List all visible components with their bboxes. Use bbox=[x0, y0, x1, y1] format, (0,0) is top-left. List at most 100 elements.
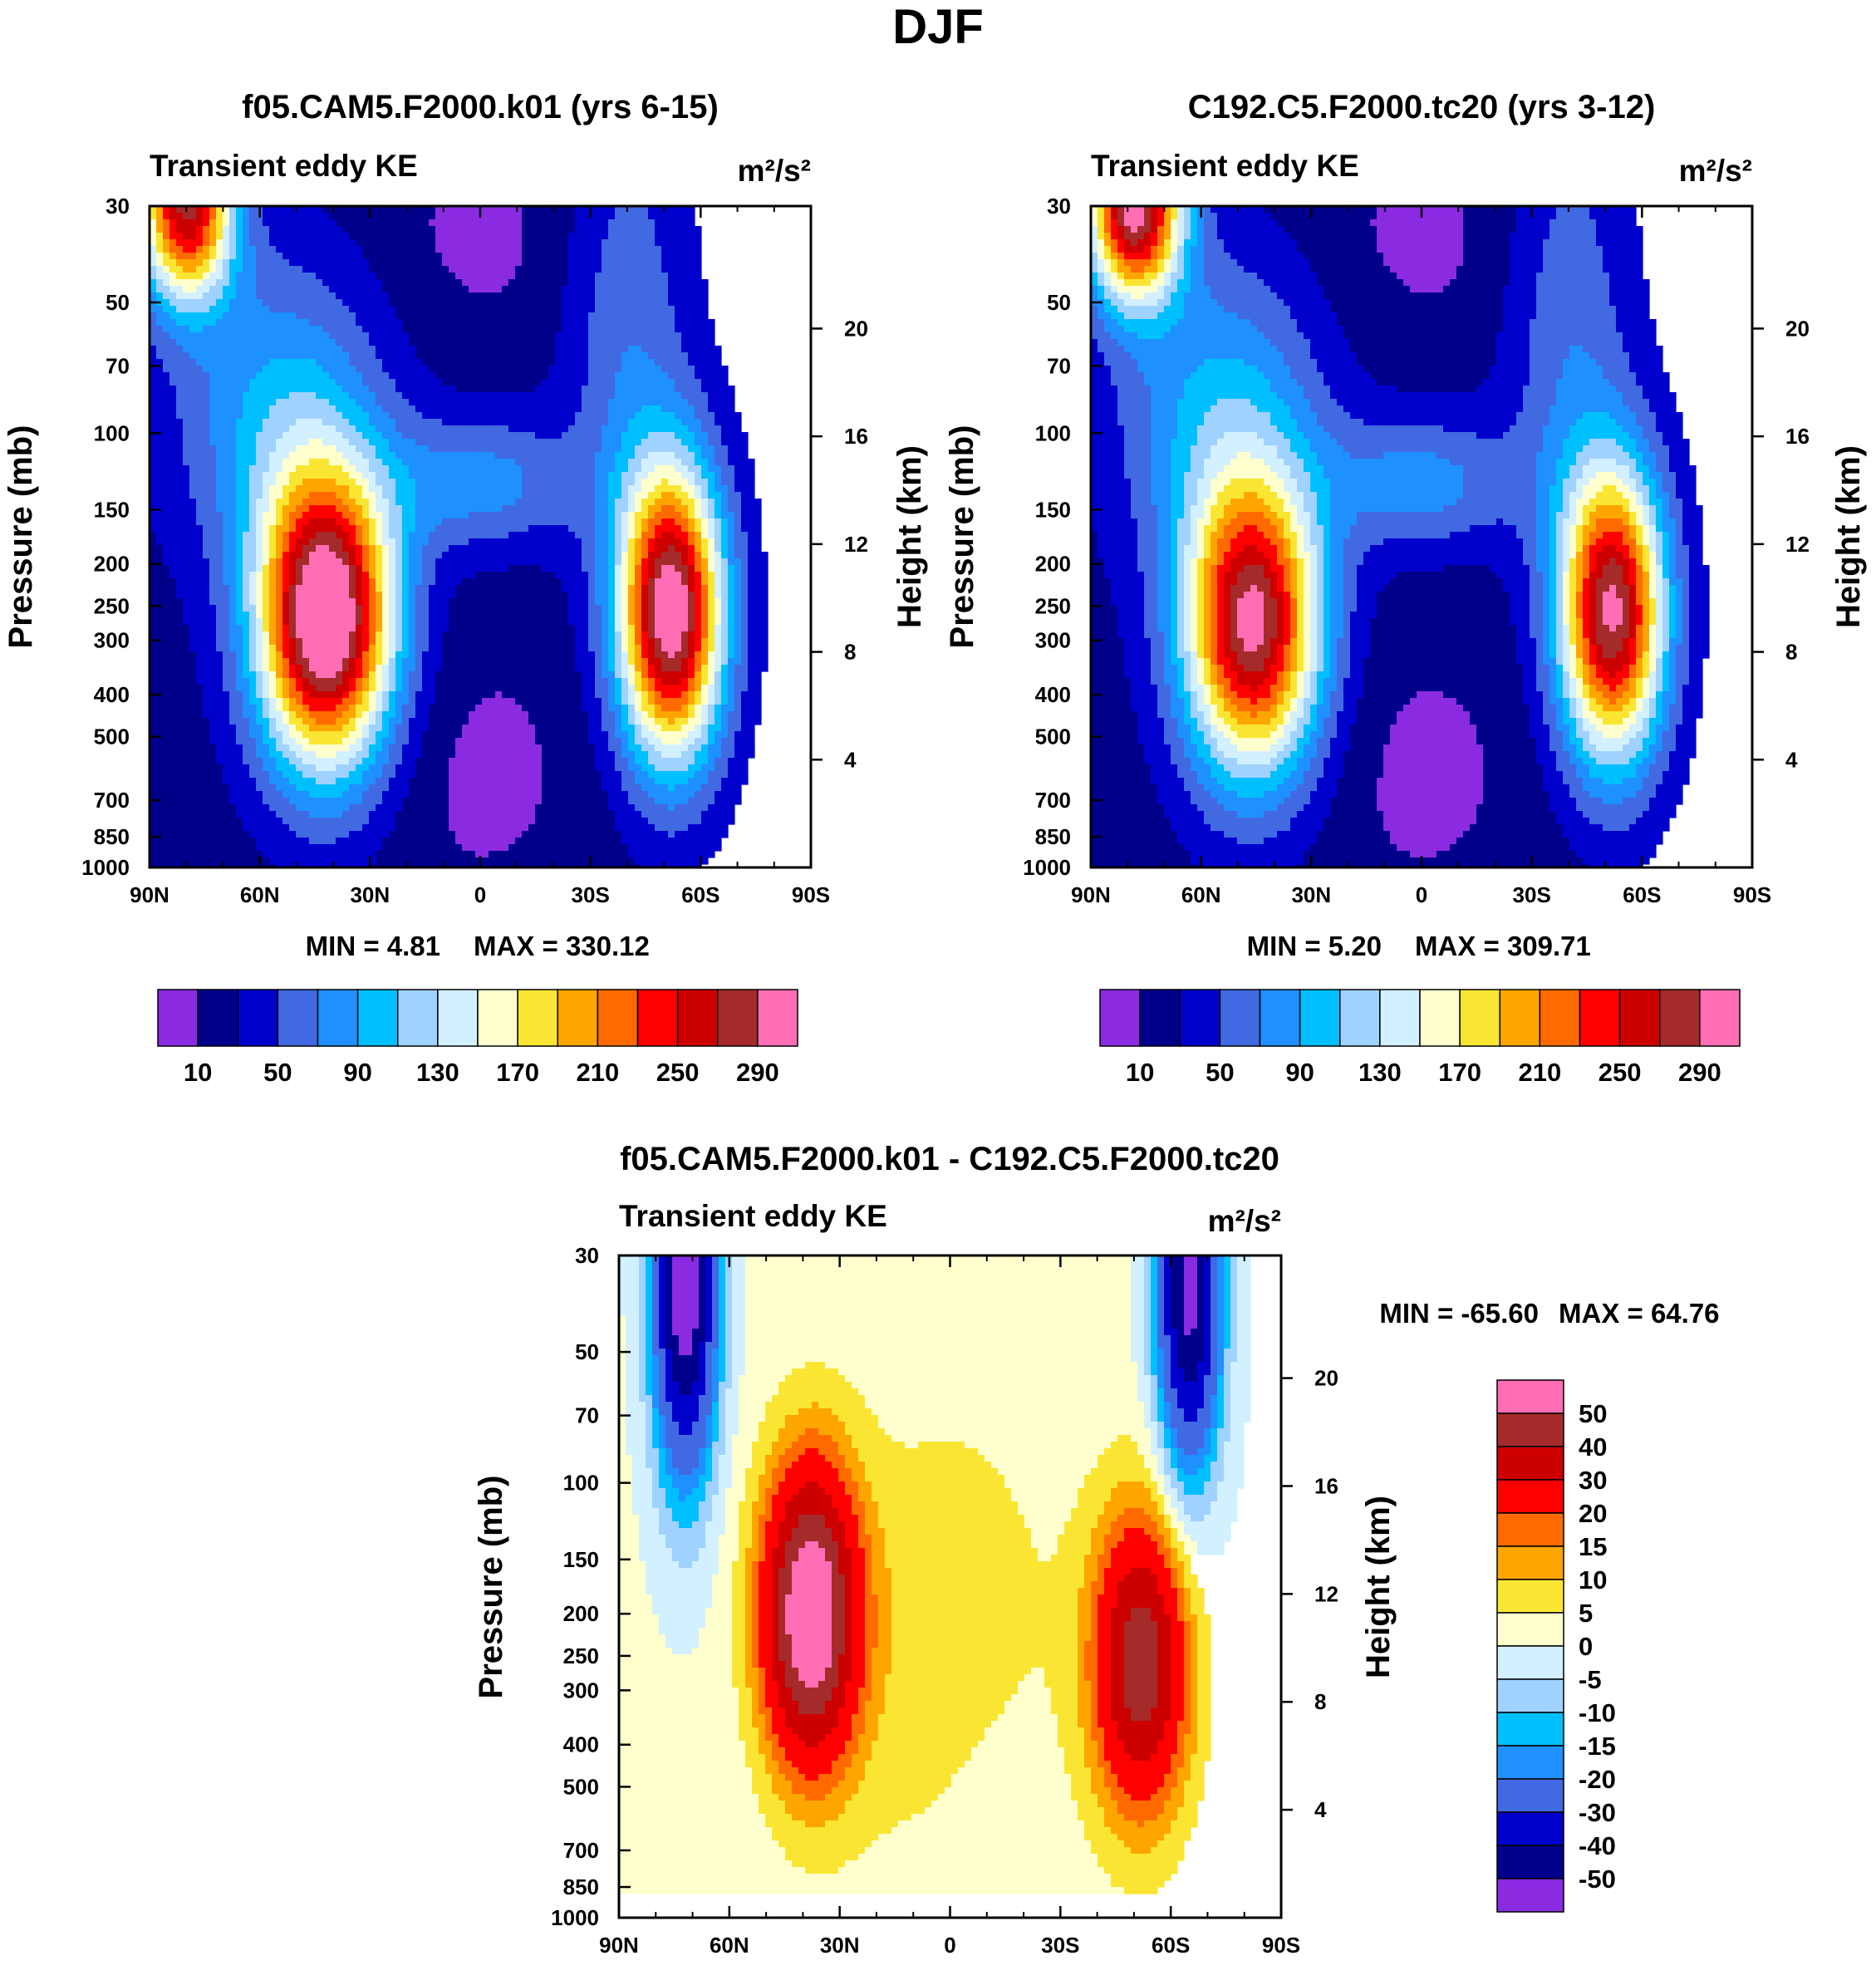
panel-1-field-cell bbox=[389, 439, 416, 446]
panel-2-field-cell bbox=[1543, 432, 1570, 440]
panel-1-field-cell bbox=[708, 751, 722, 759]
panel-2-field-cell bbox=[1237, 532, 1265, 539]
panel-2-field-cell bbox=[1290, 306, 1331, 313]
panel-1-field-cell bbox=[243, 226, 250, 233]
panel-2-field-cell bbox=[1184, 625, 1191, 632]
panel-1-field-cell bbox=[256, 838, 310, 845]
panel-1-field-cell bbox=[728, 565, 735, 572]
panel-1-field-cell bbox=[409, 691, 416, 699]
panel-1-field-cell bbox=[715, 631, 722, 639]
panel-2-field-cell bbox=[1191, 631, 1198, 639]
panel-2-field-cell bbox=[1596, 518, 1623, 526]
panel-2-field-cell bbox=[1669, 671, 1677, 679]
panel-1-field-cell bbox=[263, 366, 323, 373]
panel-1-field-cell bbox=[256, 572, 263, 579]
panel-2-field-cell bbox=[1297, 631, 1304, 639]
panel-1-field-cell bbox=[395, 492, 416, 499]
panel-2-field-cell bbox=[1104, 253, 1112, 260]
panel-1-field-cell bbox=[575, 412, 609, 420]
panel-2-field-cell bbox=[1117, 631, 1145, 639]
panel-2-field-cell bbox=[1662, 472, 1677, 479]
panel-1-field-cell bbox=[249, 585, 257, 592]
panel-2-field-cell bbox=[1337, 651, 1351, 659]
panel-2-field-cell bbox=[1649, 605, 1657, 612]
panel-1-field-cell bbox=[302, 552, 310, 559]
panel-1-field-cell bbox=[269, 465, 283, 473]
panel-1-field-cell bbox=[621, 512, 629, 519]
panel-1-field-cell bbox=[721, 492, 729, 499]
panel-1-field-cell bbox=[156, 226, 164, 233]
panel-2-field-cell bbox=[1290, 545, 1298, 553]
panel-1-field-cell bbox=[701, 585, 709, 592]
panel-2-field-cell bbox=[1111, 219, 1118, 227]
panel-1-field-cell bbox=[150, 838, 257, 845]
panel-2-field-cell bbox=[1164, 226, 1171, 233]
panel-2-field-cell bbox=[1277, 525, 1284, 533]
panel-2-field-cell bbox=[1277, 219, 1371, 227]
panel-2-field-cell bbox=[1510, 273, 1537, 280]
panel-2-field-cell bbox=[1397, 273, 1457, 280]
panel-1-field-cell bbox=[655, 651, 669, 659]
panel-1-field-cell bbox=[296, 592, 350, 599]
panel-2-field-cell bbox=[1191, 705, 1198, 712]
panel-2-field-cell bbox=[1230, 565, 1245, 572]
panel-1-field-cell bbox=[369, 439, 390, 446]
panel-2-field-cell bbox=[1330, 492, 1464, 499]
panel-1-field-cell bbox=[701, 665, 709, 672]
panel-1-field-cell bbox=[369, 671, 376, 679]
panel-1-field-cell bbox=[655, 698, 689, 705]
panel-1-field-cell bbox=[282, 432, 343, 440]
panel-1-field-cell bbox=[156, 259, 164, 267]
panel-2-field-cell bbox=[1536, 685, 1550, 692]
panel-2-field-cell bbox=[1596, 233, 1643, 240]
panel-1-field-cell bbox=[628, 578, 636, 586]
panel-2-field-cell bbox=[1191, 651, 1198, 659]
panel-2-field-cell bbox=[1217, 605, 1225, 612]
panel-1-field-cell bbox=[615, 213, 649, 220]
panel-2-field-cell bbox=[1117, 419, 1152, 426]
panel-1-field-cell bbox=[296, 518, 310, 526]
panel-1-field-cell bbox=[369, 731, 376, 739]
panel-1-field-cell bbox=[382, 598, 390, 606]
panel-1-field-cell bbox=[688, 505, 695, 513]
panel-2-field-cell bbox=[1629, 685, 1637, 692]
panel-2-field-cell bbox=[1689, 558, 1703, 566]
panel-2-field-cell bbox=[1324, 532, 1331, 539]
panel-2-field-cell bbox=[1144, 578, 1158, 586]
panel-1-field-cell bbox=[336, 764, 356, 772]
panel-2-field-cell bbox=[1310, 565, 1318, 572]
panel-2-field-cell bbox=[1556, 386, 1617, 393]
panel-1-field-cell bbox=[655, 778, 689, 785]
panel-2-field-cell bbox=[1191, 538, 1198, 546]
panel-1-field-cell bbox=[688, 744, 702, 752]
panel-2-field-cell bbox=[1616, 419, 1637, 426]
panel-1-field-cell bbox=[243, 744, 257, 752]
panel-2-field-cell bbox=[1330, 499, 1457, 506]
panel-1-field-cell bbox=[269, 226, 343, 233]
panel-1-field-cell bbox=[389, 512, 403, 519]
panel-1-field-cell bbox=[695, 711, 702, 719]
panel-1-field-cell bbox=[734, 645, 742, 652]
panel-2-field-cell bbox=[1583, 552, 1590, 559]
panel-1-field-cell bbox=[535, 432, 562, 440]
panel-1-field-cell bbox=[582, 698, 602, 705]
panel-2-field-cell bbox=[1137, 552, 1158, 559]
panel-1-field-cell bbox=[269, 359, 317, 366]
panel-2-field-cell bbox=[1516, 631, 1530, 639]
panel-2-field-cell bbox=[1589, 625, 1597, 632]
panel-2-field-cell bbox=[1211, 598, 1218, 606]
panel-2-field-cell bbox=[1257, 685, 1271, 692]
panel-2-field-cell bbox=[1510, 605, 1530, 612]
panel-1-field-cell bbox=[209, 432, 237, 440]
panel-1-field-cell bbox=[296, 725, 310, 732]
panel-2-field-cell bbox=[1390, 266, 1457, 273]
panel-1-field-cell bbox=[256, 651, 263, 659]
panel-2-field-cell bbox=[1317, 605, 1324, 612]
panel-1-field-cell bbox=[661, 552, 682, 559]
panel-2-field-cell bbox=[1111, 578, 1145, 586]
panel-2-field-cell bbox=[1137, 532, 1158, 539]
panel-1-field-cell bbox=[196, 233, 204, 240]
panel-2-field-cell bbox=[1676, 618, 1683, 626]
panel-1-field-cell bbox=[362, 598, 370, 606]
panel-1-field-cell bbox=[349, 592, 356, 599]
